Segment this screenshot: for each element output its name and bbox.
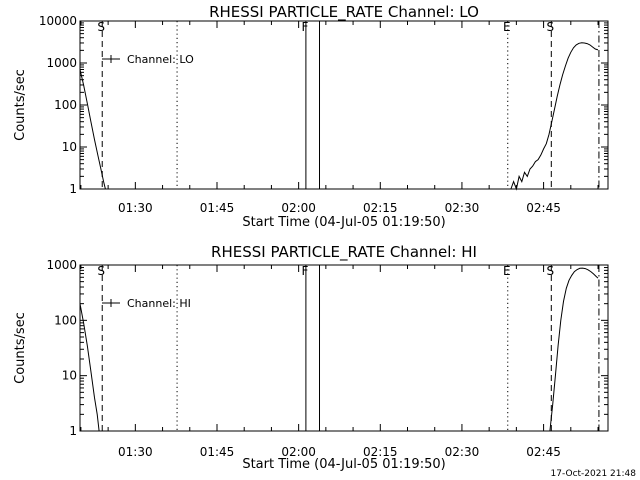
lo-channel-panel: RHESSI PARTICLE_RATE Channel: LO Counts/s…: [13, 3, 609, 230]
x-tick-label: 01:45: [200, 445, 235, 459]
y-tick-label: 100: [54, 98, 77, 112]
x-tick-label: 02:00: [281, 445, 316, 459]
x-tick-label: 02:45: [526, 445, 561, 459]
data-series-line: [79, 69, 106, 190]
event-marker-label: E: [503, 264, 511, 278]
x-axis-label: Start Time (04-Jul-05 01:19:50): [242, 457, 445, 472]
legend-label: Channel: HI: [127, 297, 191, 310]
y-tick-label: 1: [69, 182, 77, 196]
x-tick-label: 01:30: [118, 201, 153, 215]
event-marker-label: S: [97, 20, 105, 34]
x-tick-label: 02:00: [281, 201, 316, 215]
y-tick-label: 1000: [46, 258, 77, 272]
event-marker-label: S: [546, 264, 554, 278]
data-series-line: [79, 303, 100, 432]
x-axis-label: Start Time (04-Jul-05 01:19:50): [242, 215, 445, 230]
y-axis-label: Counts/sec: [13, 69, 28, 141]
x-tick-label: 02:30: [445, 445, 480, 459]
hi-channel-panel: RHESSI PARTICLE_RATE Channel: HI Counts/s…: [13, 243, 609, 472]
x-tick-label: 02:30: [445, 201, 480, 215]
y-axis-label: Counts/sec: [13, 312, 28, 384]
x-tick-label: 02:15: [363, 201, 398, 215]
y-tick-label: 1000: [46, 56, 77, 70]
y-tick-label: 100: [54, 313, 77, 327]
y-tick-label: 1: [69, 424, 77, 438]
chart-title: RHESSI PARTICLE_RATE Channel: LO: [209, 3, 479, 22]
plot-frame: [79, 264, 609, 432]
footer-timestamp: 17-Oct-2021 21:48: [551, 469, 637, 479]
x-tick-label: 02:45: [526, 201, 561, 215]
legend-label: Channel: LO: [127, 53, 194, 66]
chart-title: RHESSI PARTICLE_RATE Channel: HI: [211, 243, 477, 262]
x-tick-label: 01:30: [118, 445, 153, 459]
event-marker-label: S: [97, 264, 105, 278]
y-tick-label: 10000: [39, 14, 77, 28]
data-series-line: [549, 267, 599, 432]
event-marker-label: S: [546, 20, 554, 34]
event-marker-label: F: [301, 20, 308, 34]
event-marker-label: F: [301, 264, 308, 278]
x-tick-label: 02:15: [363, 445, 398, 459]
y-tick-label: 10: [62, 140, 77, 154]
data-series-line: [510, 42, 599, 191]
x-tick-label: 01:45: [200, 201, 235, 215]
plot-frame: [79, 20, 609, 190]
event-marker-label: E: [503, 20, 511, 34]
y-tick-label: 10: [62, 369, 77, 383]
